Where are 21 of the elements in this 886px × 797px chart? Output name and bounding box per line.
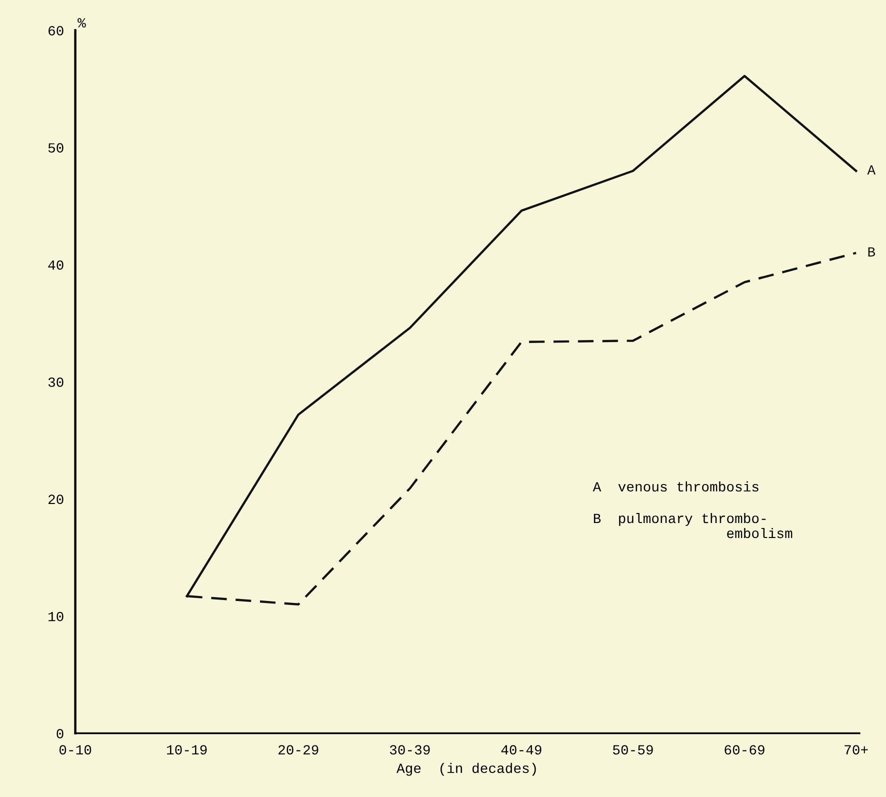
annotation: B pulmonary thrombo- embolism (594, 512, 792, 538)
annotation: A venous thrombosis (592, 481, 758, 492)
y-axis-title: % (78, 18, 86, 28)
x-tick-label: 50-59 (613, 745, 653, 755)
y-tick-label: 60 (48, 26, 64, 36)
y-tick-label: 0 (56, 728, 64, 738)
y-tick-label: 30 (48, 378, 64, 387)
x-tick-label: 0-10 (59, 745, 92, 755)
x-tick-label: 30-39 (390, 745, 430, 755)
y-tick-label: 20 (48, 494, 64, 504)
y-tick-label: 40 (48, 260, 64, 270)
x-axis-title: Age (in decades) (396, 762, 536, 776)
x-tick-label: 40-49 (501, 745, 542, 755)
y-tick-label: 10 (48, 612, 64, 622)
x-tick-label: 60-69 (724, 745, 764, 755)
y-tick-label: 50 (48, 143, 64, 153)
x-tick-label: 70+ (844, 745, 868, 755)
x-tick-label: 20-29 (278, 745, 318, 755)
x-tick-label: 10-19 (167, 745, 207, 755)
series-label: A (867, 165, 876, 174)
series-label: B (868, 247, 876, 256)
